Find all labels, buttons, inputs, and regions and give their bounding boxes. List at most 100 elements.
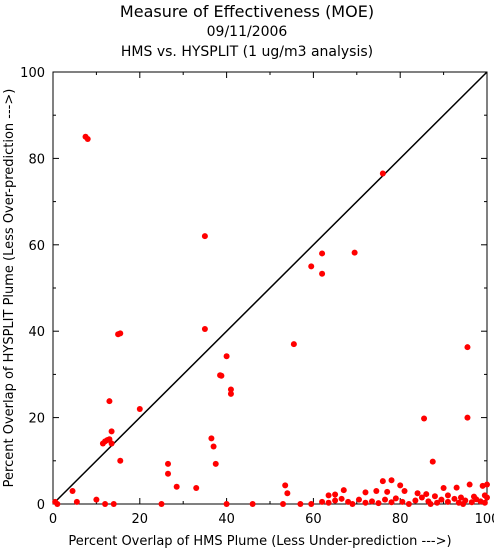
data-point bbox=[379, 170, 386, 177]
data-point bbox=[249, 501, 256, 507]
data-point bbox=[210, 443, 217, 450]
data-point bbox=[297, 501, 304, 507]
data-point bbox=[453, 484, 460, 491]
data-point bbox=[117, 330, 124, 337]
data-point bbox=[373, 488, 380, 495]
data-point bbox=[466, 481, 473, 488]
data-point bbox=[338, 495, 345, 502]
data-point bbox=[418, 494, 425, 501]
data-point bbox=[308, 501, 315, 507]
data-point bbox=[457, 494, 464, 501]
data-point bbox=[165, 470, 172, 477]
data-point bbox=[362, 489, 369, 496]
data-point bbox=[388, 477, 395, 484]
data-point bbox=[99, 440, 106, 447]
chart-title: Measure of Effectiveness (MOE) bbox=[120, 2, 374, 21]
data-point bbox=[397, 482, 404, 489]
x-tick-label: 20 bbox=[132, 512, 149, 527]
data-point bbox=[382, 496, 389, 503]
data-point bbox=[117, 457, 124, 464]
data-point bbox=[325, 492, 332, 499]
x-tick-label: 100 bbox=[475, 512, 494, 527]
data-point bbox=[73, 498, 80, 505]
data-point bbox=[429, 458, 436, 465]
data-point bbox=[412, 497, 419, 504]
data-point bbox=[223, 353, 230, 360]
data-point bbox=[193, 485, 200, 492]
data-point bbox=[54, 501, 61, 507]
data-point bbox=[208, 435, 215, 442]
x-tick-label: 40 bbox=[218, 512, 235, 527]
data-point bbox=[484, 494, 490, 501]
data-point bbox=[218, 372, 225, 379]
data-point bbox=[319, 250, 326, 257]
data-point bbox=[438, 496, 445, 503]
data-point bbox=[282, 482, 289, 489]
data-point bbox=[136, 405, 143, 412]
data-point bbox=[414, 490, 421, 497]
y-tick-label: 40 bbox=[28, 325, 45, 340]
data-point bbox=[290, 341, 297, 348]
data-point bbox=[388, 499, 395, 506]
data-point bbox=[332, 491, 339, 498]
data-point bbox=[427, 501, 434, 507]
data-point bbox=[399, 498, 406, 505]
data-point bbox=[351, 249, 358, 256]
data-point bbox=[340, 487, 347, 494]
chart-comparison: HMS vs. HYSPLIT (1 ug/m3 analysis) bbox=[121, 44, 373, 60]
data-point bbox=[158, 501, 165, 507]
data-point bbox=[434, 499, 441, 506]
data-point bbox=[405, 501, 412, 507]
data-point bbox=[284, 490, 291, 497]
data-point bbox=[423, 491, 430, 498]
data-point bbox=[384, 488, 391, 495]
data-point bbox=[375, 500, 382, 507]
data-point bbox=[173, 483, 180, 490]
data-point bbox=[362, 499, 369, 506]
data-point bbox=[468, 499, 475, 506]
data-point bbox=[69, 488, 76, 495]
data-point bbox=[84, 135, 91, 142]
data-point bbox=[464, 344, 471, 351]
axis-ticks: 0 20 40 60 80 100 0 20 40 60 80 100 bbox=[20, 66, 494, 527]
data-point bbox=[332, 497, 339, 504]
data-point bbox=[325, 499, 332, 506]
data-point bbox=[227, 386, 234, 393]
data-point bbox=[444, 492, 451, 499]
data-point bbox=[280, 501, 287, 507]
data-point bbox=[349, 501, 356, 507]
data-point bbox=[308, 263, 315, 270]
data-point bbox=[401, 488, 408, 495]
data-point bbox=[421, 415, 428, 422]
y-tick-label: 60 bbox=[28, 239, 45, 254]
data-point bbox=[368, 498, 375, 505]
data-point bbox=[110, 501, 117, 507]
data-point bbox=[102, 501, 109, 507]
y-tick-label: 0 bbox=[37, 498, 45, 513]
data-point bbox=[201, 233, 208, 240]
x-tick-label: 0 bbox=[49, 512, 57, 527]
x-axis-label: Percent Overlap of HMS Plume (Less Under… bbox=[68, 534, 451, 549]
data-point bbox=[227, 390, 234, 397]
data-point bbox=[108, 440, 115, 447]
y-tick-label: 20 bbox=[28, 412, 45, 427]
data-point bbox=[481, 499, 488, 506]
data-point bbox=[201, 326, 208, 333]
data-points bbox=[52, 133, 490, 507]
data-point bbox=[464, 414, 471, 421]
chart-date: 09/11/2006 bbox=[207, 24, 288, 40]
x-tick-label: 80 bbox=[392, 512, 409, 527]
data-point bbox=[106, 398, 113, 405]
data-point bbox=[440, 485, 447, 492]
one-to-one-reference-line bbox=[52, 71, 488, 505]
x-tick-label: 60 bbox=[305, 512, 322, 527]
data-point bbox=[479, 482, 486, 489]
data-point bbox=[460, 501, 467, 507]
data-point bbox=[223, 501, 230, 507]
data-point bbox=[212, 460, 219, 467]
data-point bbox=[108, 428, 115, 435]
data-point bbox=[431, 493, 438, 500]
y-tick-label: 80 bbox=[28, 152, 45, 167]
data-point bbox=[355, 496, 362, 503]
